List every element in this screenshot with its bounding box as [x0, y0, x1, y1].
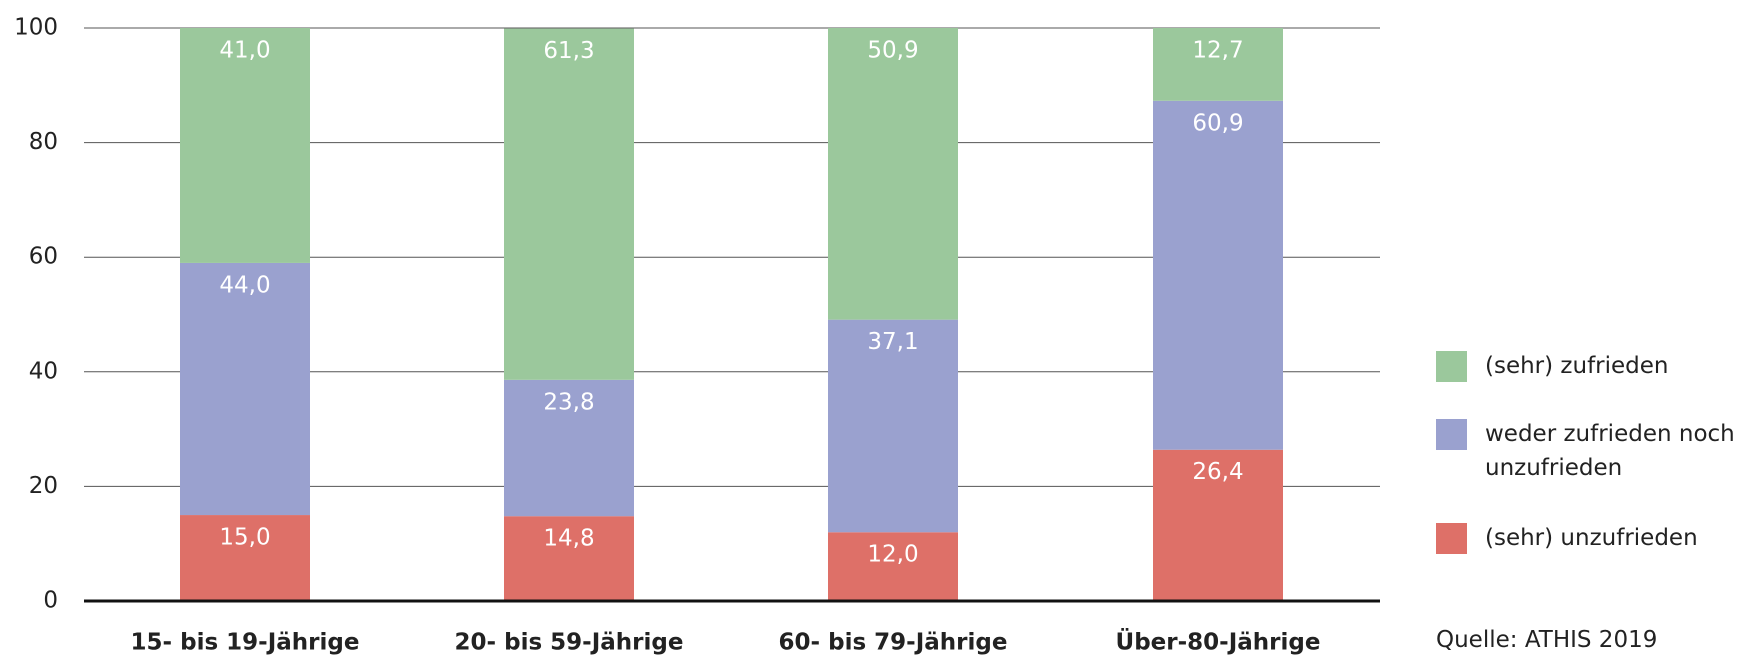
legend-swatch: [1436, 351, 1467, 382]
y-tick-label: 100: [14, 15, 58, 41]
bar-segment: [828, 319, 958, 533]
bar-segment: [828, 28, 958, 320]
y-tick-label: 0: [43, 588, 58, 614]
data-label: 41,0: [219, 38, 270, 64]
y-tick-label: 80: [29, 129, 58, 155]
data-label: 50,9: [867, 38, 918, 64]
source: Quelle: ATHIS 2019: [1436, 627, 1658, 653]
data-label: 26,4: [1192, 459, 1243, 485]
x-tick-label: 60- bis 79-Jährige: [779, 630, 1008, 656]
legend-label: (sehr) unzufrieden: [1485, 525, 1698, 551]
legend-swatch: [1436, 523, 1467, 554]
x-tick-label: Über-80-Jährige: [1116, 628, 1321, 656]
y-tick-label: 40: [29, 358, 58, 384]
data-label: 12,0: [867, 542, 918, 568]
y-tick-label: 60: [29, 244, 58, 270]
bar-segment: [1153, 449, 1283, 601]
data-label: 12,7: [1192, 38, 1243, 64]
chart: 0 20 40 60 80 100 15- bis 19-Jährige 20- bis 59…: [14, 15, 1380, 656]
bar-segment: [180, 28, 310, 263]
data-label: 44,0: [219, 272, 270, 298]
data-label: 23,8: [543, 389, 594, 415]
data-label: 15,0: [219, 525, 270, 551]
legend-item: (sehr) unzufrieden: [1436, 523, 1745, 555]
data-label: 14,8: [543, 526, 594, 552]
legend-item: weder zufrieden noch unzufrieden: [1436, 419, 1745, 485]
bar-segment: [1153, 28, 1283, 101]
bar-segment: [1153, 100, 1283, 450]
bar-segment: [504, 516, 634, 601]
data-label: 61,3: [543, 38, 594, 64]
legend-label: weder zufrieden noch unzufrieden: [1485, 421, 1735, 481]
x-tick-label: 20- bis 59-Jährige: [455, 630, 684, 656]
bar-segment: [504, 379, 634, 517]
data-label: 60,9: [1192, 110, 1243, 136]
legend-label: (sehr) zufrieden: [1485, 353, 1669, 379]
legend-swatch: [1436, 419, 1467, 450]
legend-item: (sehr) zufrieden: [1436, 351, 1745, 383]
y-tick-label: 20: [29, 473, 58, 499]
bar-segment: [828, 532, 958, 601]
bar-segment: [180, 262, 310, 516]
data-label: 37,1: [867, 329, 918, 355]
bar-segment: [180, 515, 310, 601]
x-tick-label: 15- bis 19-Jährige: [131, 630, 360, 656]
bar-segment: [504, 28, 634, 380]
